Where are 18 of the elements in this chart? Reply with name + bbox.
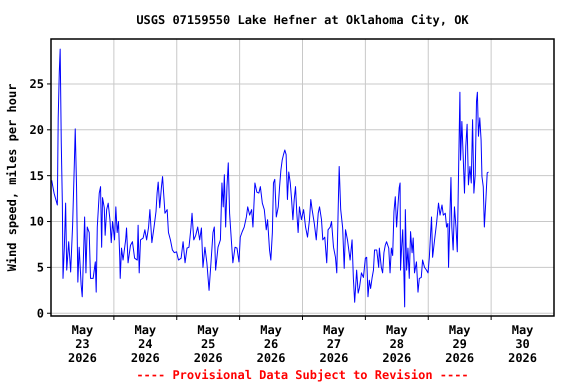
y-tick-label: 15: [30, 168, 44, 183]
y-tick-label: 20: [30, 123, 44, 138]
x-tick-label: May 27 2026: [319, 323, 348, 365]
chart-title: USGS 07159550 Lake Hefner at Oklahoma City, OK: [136, 13, 470, 27]
x-tick-label: May 26 2026: [256, 323, 286, 365]
x-tick-label: May 28 2026: [382, 323, 412, 365]
x-tick-label: May 24 2026: [130, 323, 160, 365]
y-tick-label: 5: [36, 260, 44, 275]
x-tick-label: May 29 2026: [445, 323, 474, 365]
y-tick-label: 10: [30, 214, 44, 229]
y-tick-label: 0: [36, 306, 44, 320]
text: ---- Provisional Data Subject to Revision ----: [136, 368, 469, 382]
y-tick-label: 25: [30, 77, 44, 92]
x-tick-label: May 30 2026: [508, 323, 538, 365]
x-tick-label: May 23 2026: [68, 323, 97, 365]
y-axis-title: Wind speed, miles per hour: [5, 84, 19, 272]
line-series: [51, 48, 490, 308]
x-tick-label: May 25 2026: [194, 323, 223, 365]
